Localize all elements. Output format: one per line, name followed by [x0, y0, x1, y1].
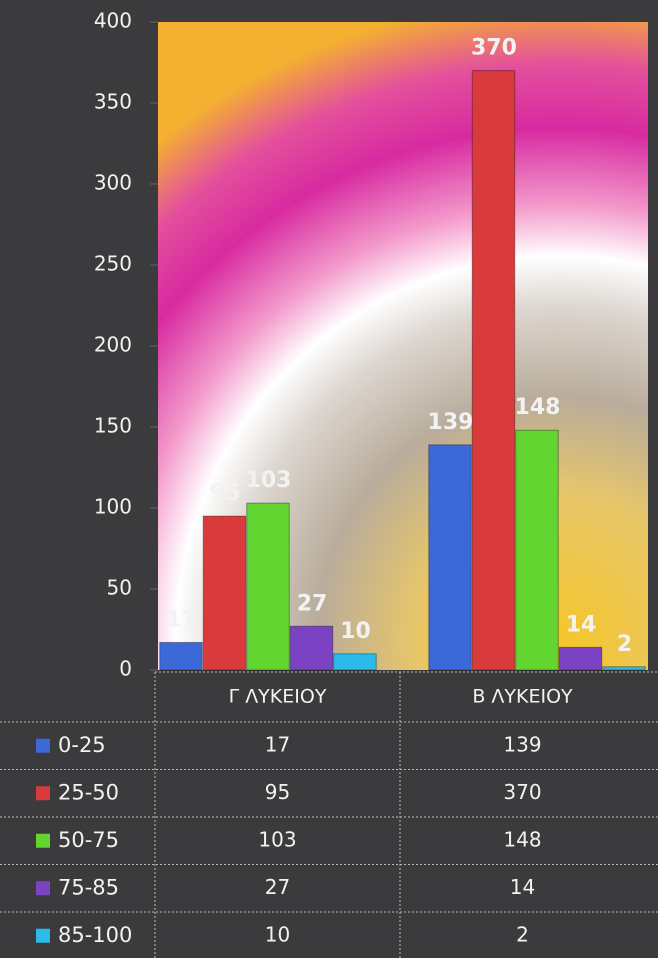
table-header: Β ΛΥΚΕΙΟΥ [472, 686, 573, 708]
data-label: 10 [340, 619, 371, 644]
legend-swatch [36, 928, 50, 943]
table-cell: 95 [265, 780, 290, 804]
bar [289, 625, 334, 671]
bar [558, 646, 603, 671]
legend-label: 0-25 [58, 733, 106, 757]
table-cell: 139 [503, 732, 541, 756]
data-label: 139 [428, 410, 474, 435]
bar [202, 515, 247, 671]
bar [246, 502, 290, 671]
table-cell: 17 [265, 732, 290, 756]
table-cell: 370 [503, 780, 541, 804]
table-header: Γ ΛΥΚΕΙΟΥ [229, 686, 327, 708]
y-tick-label: 350 [94, 90, 132, 114]
table-cell: 2 [516, 922, 529, 946]
table-cell: 14 [510, 875, 535, 899]
legend-label: 50-75 [58, 828, 119, 852]
data-label: 2 [617, 632, 632, 657]
data-label: 17 [166, 607, 197, 632]
table-cell: 148 [503, 827, 541, 851]
legend-swatch [36, 833, 50, 848]
legend-label: 75-85 [58, 875, 119, 899]
table-cell: 27 [265, 875, 290, 899]
y-tick-label: 100 [94, 495, 132, 519]
bar [515, 429, 559, 671]
data-label: 14 [566, 612, 597, 637]
bar [602, 666, 646, 671]
y-tick-label: 150 [94, 414, 132, 438]
bar [471, 70, 516, 671]
data-label: 148 [515, 395, 561, 420]
y-tick-label: 0 [119, 657, 132, 681]
legend-swatch [36, 786, 50, 801]
bar [428, 444, 472, 671]
data-label: 103 [246, 468, 292, 493]
legend-label: 25-50 [58, 780, 119, 804]
data-label: 95 [210, 481, 241, 506]
bar [333, 653, 377, 671]
y-tick-label: 200 [94, 333, 132, 357]
bar [159, 641, 203, 671]
y-tick-label: 50 [107, 576, 132, 600]
data-label: 370 [471, 36, 517, 61]
table-cell: 10 [265, 922, 290, 946]
data-label: 27 [297, 591, 328, 616]
legend-swatch [36, 881, 50, 896]
legend-label: 85-100 [58, 923, 132, 947]
y-tick-label: 400 [94, 9, 132, 33]
legend-swatch [36, 738, 50, 753]
y-tick-label: 250 [94, 252, 132, 276]
y-tick-label: 300 [94, 171, 132, 195]
table-cell: 103 [258, 827, 296, 851]
